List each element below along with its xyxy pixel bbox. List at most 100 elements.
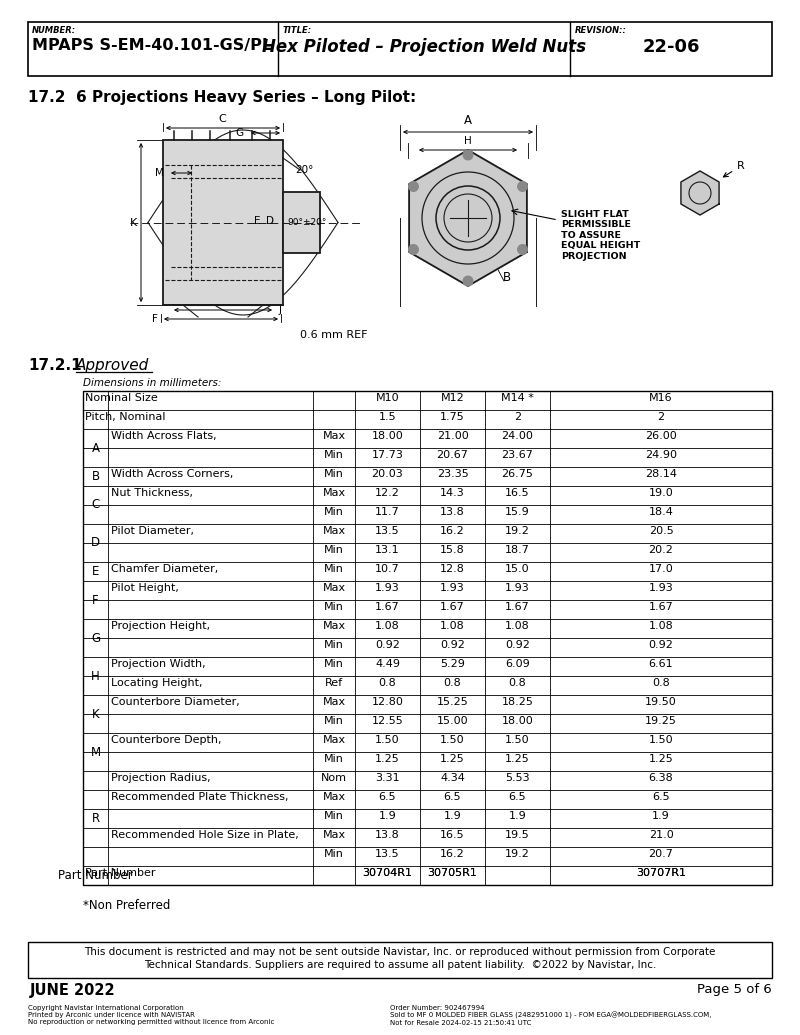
Text: Pilot Diameter,: Pilot Diameter, [111, 526, 194, 536]
Text: Ref: Ref [325, 678, 343, 688]
Text: MPAPS S-EM-40.101-GS/PL: MPAPS S-EM-40.101-GS/PL [32, 38, 272, 53]
Bar [163, 140, 283, 305]
Text: 6.61: 6.61 [649, 659, 674, 669]
Text: 20.03: 20.03 [372, 469, 403, 479]
Text: B: B [503, 271, 511, 284]
Text: Nominal Size: Nominal Size [85, 393, 158, 403]
Text: Max: Max [322, 431, 346, 441]
Text: C: C [91, 499, 100, 511]
Text: 13.5: 13.5 [375, 526, 400, 536]
Text: *Non Preferred: *Non Preferred [83, 899, 170, 912]
Text: 1.50: 1.50 [375, 735, 400, 745]
Text: E: E [254, 215, 260, 226]
Text: Approved: Approved [76, 358, 150, 373]
Polygon shape [409, 150, 527, 286]
Text: 1.75: 1.75 [440, 412, 465, 422]
Text: Recommended Hole Size in Plate,: Recommended Hole Size in Plate, [111, 830, 298, 840]
Text: C: C [218, 114, 226, 124]
Text: Max: Max [322, 792, 346, 802]
Text: 13.8: 13.8 [375, 830, 400, 840]
Text: 1.50: 1.50 [440, 735, 465, 745]
Text: Counterbore Depth,: Counterbore Depth, [111, 735, 222, 745]
Text: B: B [91, 470, 99, 483]
Text: 1.67: 1.67 [505, 602, 530, 612]
Text: Max: Max [322, 735, 346, 745]
Text: 20.67: 20.67 [437, 450, 469, 460]
Circle shape [518, 181, 527, 191]
Text: 5.53: 5.53 [505, 773, 530, 783]
Text: 18.00: 18.00 [372, 431, 403, 441]
Text: Min: Min [324, 545, 344, 555]
Text: 17.2.1: 17.2.1 [28, 358, 82, 373]
Text: 4.49: 4.49 [375, 659, 400, 669]
Text: 19.25: 19.25 [645, 716, 677, 726]
Text: 15.00: 15.00 [437, 716, 468, 726]
Text: 20.5: 20.5 [649, 526, 674, 536]
Text: G: G [236, 128, 244, 138]
Text: SLIGHT FLAT
PERMISSIBLE
TO ASSURE
EQUAL HEIGHT
PROJECTION: SLIGHT FLAT PERMISSIBLE TO ASSURE EQUAL … [561, 210, 640, 261]
Text: J: J [279, 305, 282, 315]
Text: Max: Max [322, 697, 346, 707]
Text: 2: 2 [514, 412, 521, 422]
Text: 0.8: 0.8 [509, 678, 526, 688]
Text: 2: 2 [658, 412, 665, 422]
Text: 24.90: 24.90 [645, 450, 677, 460]
Text: 1.67: 1.67 [649, 602, 674, 612]
Text: 13.8: 13.8 [440, 507, 465, 518]
Text: 20.2: 20.2 [649, 545, 674, 555]
Text: K: K [92, 708, 99, 720]
Text: F: F [92, 593, 99, 607]
Text: 1.67: 1.67 [440, 602, 465, 612]
Text: 17.0: 17.0 [649, 564, 674, 574]
Text: 26.00: 26.00 [645, 431, 677, 441]
Text: 1.9: 1.9 [444, 811, 462, 821]
Text: 1.93: 1.93 [440, 583, 465, 593]
Text: 1.08: 1.08 [505, 621, 530, 631]
Text: 0.92: 0.92 [649, 640, 674, 650]
Text: 6.5: 6.5 [378, 792, 396, 802]
Text: Chamfer Diameter,: Chamfer Diameter, [111, 564, 218, 574]
Text: NUMBER:: NUMBER: [32, 26, 76, 35]
Bar [28, 942, 772, 978]
Text: Pitch, Nominal: Pitch, Nominal [85, 412, 166, 422]
Polygon shape [681, 171, 719, 215]
Text: 17.2  6 Projections Heavy Series – Long Pilot:: 17.2 6 Projections Heavy Series – Long P… [28, 90, 416, 105]
Text: 15.9: 15.9 [505, 507, 530, 518]
Text: 12.2: 12.2 [375, 487, 400, 498]
Text: Copyright Navistar International Corporation
Printed by Arconic under licence wi: Copyright Navistar International Corpora… [28, 1005, 274, 1025]
Text: Recommended Plate Thickness,: Recommended Plate Thickness, [111, 792, 289, 802]
Text: 6.5: 6.5 [652, 792, 670, 802]
Text: 90°±20°: 90°±20° [287, 218, 326, 227]
Text: Min: Min [324, 755, 344, 764]
Text: Max: Max [322, 526, 346, 536]
Text: 11.7: 11.7 [375, 507, 400, 518]
Text: Width Across Corners,: Width Across Corners, [111, 469, 234, 479]
Text: Technical Standards. Suppliers are required to assume all patent liability.  ©20: Technical Standards. Suppliers are requi… [144, 960, 656, 970]
Text: 10.7: 10.7 [375, 564, 400, 574]
Text: 30707R1: 30707R1 [636, 868, 686, 878]
Text: This document is restricted and may not be sent outside Navistar, Inc. or reprod: This document is restricted and may not … [84, 947, 716, 957]
Text: 0.8: 0.8 [652, 678, 670, 688]
Text: 0.92: 0.92 [440, 640, 465, 650]
Text: 19.2: 19.2 [505, 849, 530, 859]
Text: 16.2: 16.2 [440, 849, 465, 859]
Text: M14 *: M14 * [501, 393, 534, 403]
Text: 19.0: 19.0 [649, 487, 674, 498]
Text: 0.6 mm REF: 0.6 mm REF [300, 330, 367, 341]
Text: TITLE:: TITLE: [283, 26, 312, 35]
Text: 18.25: 18.25 [502, 697, 534, 707]
Text: Max: Max [322, 621, 346, 631]
Text: Max: Max [322, 583, 346, 593]
Text: 30704R1: 30704R1 [362, 868, 413, 878]
Text: 1.08: 1.08 [649, 621, 674, 631]
Text: Locating Height,: Locating Height, [111, 678, 202, 688]
Text: M10: M10 [376, 393, 399, 403]
Text: 1.08: 1.08 [375, 621, 400, 631]
Text: 12.8: 12.8 [440, 564, 465, 574]
Text: 23.67: 23.67 [502, 450, 534, 460]
Text: F: F [152, 314, 158, 324]
Text: JUNE 2022: JUNE 2022 [30, 983, 116, 998]
Text: 22-06: 22-06 [642, 38, 700, 56]
Bar [283, 193, 320, 253]
Text: 21.0: 21.0 [649, 830, 674, 840]
